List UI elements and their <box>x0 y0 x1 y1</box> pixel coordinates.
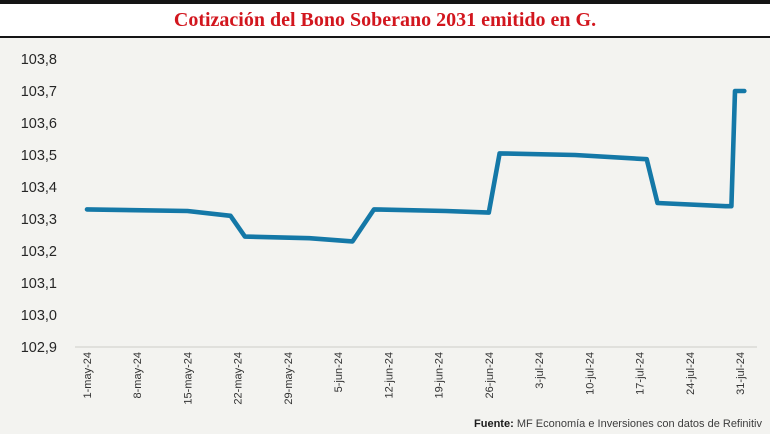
x-tick-label: 3-jul-24 <box>534 352 546 389</box>
y-tick-label: 103,4 <box>21 180 57 196</box>
y-tick-label: 103,7 <box>21 84 57 100</box>
chart-title: Cotización del Bono Soberano 2031 emitid… <box>173 8 597 31</box>
x-tick-label: 24-jul-24 <box>685 352 697 395</box>
y-tick-label: 103,0 <box>21 308 57 324</box>
y-tick-label: 103,3 <box>21 212 57 228</box>
chart-header: Cotización del Bono Soberano 2031 emitid… <box>0 0 770 38</box>
y-tick-label: 103,1 <box>21 276 57 292</box>
source-note: Fuente: MF Economía e Inversiones con da… <box>474 418 762 430</box>
chart-region: 103,8 103,7 103,6 103,5 103,4 103,3 103,2 103,1… <box>0 38 770 434</box>
x-tick-label: 19-jun-24 <box>434 352 446 398</box>
chart-svg: 103,8 103,7 103,6 103,5 103,4 103,3 103,2 103,1… <box>21 52 757 405</box>
x-tick-label: 26-jun-24 <box>484 352 496 398</box>
x-tick-label: 10-jul-24 <box>584 352 596 395</box>
source-text: MF Economía e Inversiones con datos de R… <box>513 418 762 430</box>
x-tick-label: 17-jul-24 <box>635 352 647 395</box>
x-tick-label: 1-may-24 <box>82 352 94 398</box>
x-tick-label: 29-may-24 <box>283 352 295 405</box>
y-tick-label: 103,8 <box>21 52 57 68</box>
source-label: Fuente: <box>474 418 514 430</box>
price-line <box>84 88 747 244</box>
x-tick-label: 15-may-24 <box>182 352 194 405</box>
x-tick-label: 5-jun-24 <box>333 352 345 392</box>
x-tick-label: 22-may-24 <box>233 352 245 405</box>
x-tick-label: 8-may-24 <box>132 352 144 398</box>
y-tick-label: 103,2 <box>21 244 57 260</box>
y-tick-label: 103,6 <box>21 116 57 132</box>
x-tick-label: 12-jun-24 <box>383 352 395 398</box>
y-tick-label: 102,9 <box>21 340 57 356</box>
y-tick-label: 103,5 <box>21 148 57 164</box>
x-tick-label: 31-jul-24 <box>735 352 747 395</box>
